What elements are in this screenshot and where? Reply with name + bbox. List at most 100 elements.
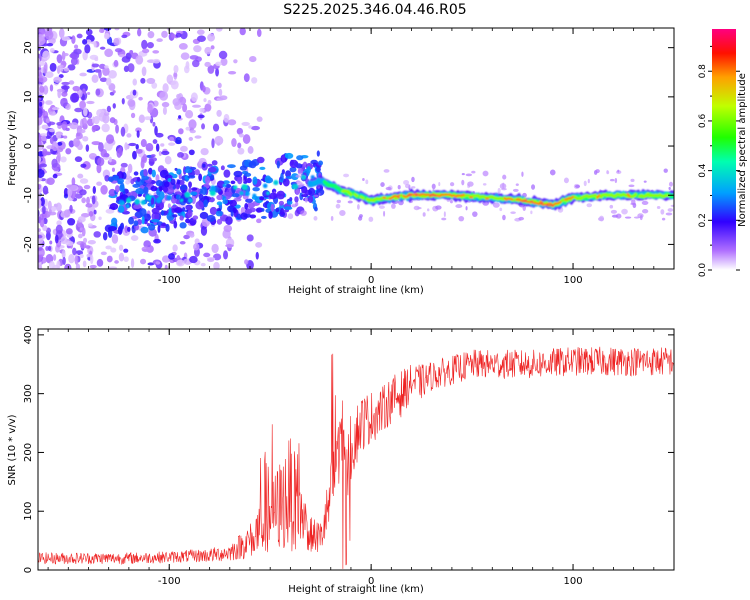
spectrogram-blob	[93, 115, 100, 125]
spectrogram-blob	[152, 139, 158, 144]
spectrogram-faint-blob	[357, 204, 360, 210]
spectrogram-blob	[56, 132, 62, 139]
spectrogram-blob	[188, 119, 197, 130]
spectrogram-band-blob	[261, 208, 265, 212]
spectrogram-blob	[98, 28, 105, 34]
spectrogram-faint-blob	[609, 204, 614, 209]
spectrogram-blob	[39, 85, 45, 93]
spectrogram-blob	[61, 250, 66, 259]
spectrogram-band-blob	[270, 203, 275, 213]
spectrogram-blob	[143, 240, 151, 248]
spectrogram-band-blob	[252, 176, 258, 185]
spectrogram-blob	[121, 56, 131, 63]
snr-frame	[37, 328, 675, 571]
spectrogram-blob	[68, 184, 78, 191]
spectrogram-band-blob	[135, 187, 145, 195]
spectrogram-blob	[85, 28, 93, 36]
spectrogram-blob	[251, 125, 260, 131]
spectrogram-blob	[162, 83, 169, 93]
spectrogram-blob	[87, 92, 91, 96]
spectrogram-blob	[138, 114, 146, 123]
spectrogram-band-blob	[133, 204, 142, 210]
spectrogram-blob	[75, 263, 81, 269]
spectrogram-blob	[91, 74, 99, 83]
spectrogram-blob	[38, 57, 41, 66]
spectrogram-blob	[43, 198, 48, 207]
spectrogram-band-blob	[188, 181, 192, 188]
spectrogram-band-blob	[150, 218, 160, 223]
spectrogram-blob	[69, 122, 79, 130]
spectrogram-blob	[207, 65, 215, 74]
spectrogram-blob	[162, 106, 167, 116]
spectrogram-band-blob	[275, 207, 280, 213]
spectrogram-blob	[148, 157, 158, 162]
spectrogram-faint-blob	[383, 210, 386, 217]
spectrogram-faint-blob	[617, 169, 620, 173]
spectrogram-blob	[215, 28, 223, 32]
ridge-highlight	[252, 193, 257, 198]
spectrogram-blob	[81, 197, 86, 204]
spectrogram-blob	[155, 132, 164, 138]
spectrogram-blob	[94, 57, 99, 62]
spectrogram-band-blob	[215, 210, 223, 217]
spectrogram-blob	[118, 252, 125, 262]
spectrogram-faint-blob	[530, 210, 533, 215]
spectrogram-faint-blob	[551, 170, 554, 176]
spectrogram-blob	[236, 127, 244, 135]
spectrogram-faint-blob	[343, 173, 350, 178]
spectrogram-blob	[67, 218, 76, 226]
spectrogram-faint-blob	[497, 187, 501, 194]
spectrogram-blob	[56, 122, 63, 126]
spectrogram-blob	[87, 223, 93, 227]
spectrogram-faint-blob	[610, 209, 617, 214]
spectrogram-band-blob	[252, 187, 260, 192]
spectrogram-band-blob	[229, 199, 237, 207]
spectrogram-blob	[138, 96, 143, 101]
spectrogram-faint-blob	[296, 181, 303, 184]
ridge-highlight	[210, 185, 216, 192]
spectrogram-blob	[76, 33, 83, 39]
spectrogram-blob	[107, 69, 117, 79]
spectrogram-blob	[124, 142, 128, 151]
spectrogram-band-blob	[175, 194, 181, 200]
spectrogram-band-blob	[172, 214, 178, 218]
spectrogram-blob	[42, 50, 51, 61]
spectrogram-blob	[172, 98, 181, 106]
spectrogram-blob	[202, 85, 206, 93]
spectrogram-band-blob	[248, 160, 257, 169]
spectrogram-blob	[63, 67, 70, 72]
spectrogram-faint-blob	[471, 170, 476, 174]
spectrogram-blob	[161, 150, 170, 156]
spectrogram-blob	[79, 178, 89, 184]
spectrogram-blob	[159, 91, 169, 101]
spectrogram-blob	[141, 66, 147, 77]
spectrogram-blob	[105, 245, 112, 250]
spectrogram-blob	[192, 59, 200, 68]
spectrogram-blob	[65, 127, 70, 132]
spectrogram-band-blob	[314, 206, 318, 212]
spectrogram-faint-blob	[586, 203, 593, 208]
spectrogram-blob	[112, 90, 116, 94]
spectrogram-faint-blob	[304, 196, 308, 203]
colorbar-ticks: 0.0 0.2 0.4 0.6 0.8	[698, 45, 740, 277]
spectrogram-faint-blob	[670, 204, 674, 208]
spectrogram-blob	[65, 148, 72, 155]
spectrogram-blob	[80, 163, 87, 168]
y-tick-label: 400	[23, 325, 34, 344]
spectrogram-blob	[246, 234, 254, 242]
spectrogram-blob	[207, 258, 215, 263]
spectrogram-blob	[167, 203, 171, 209]
spectrogram-band-blob	[151, 211, 160, 221]
spectrogram-band-blob	[260, 215, 267, 219]
spectrogram-blob	[112, 103, 116, 109]
spectrogram-faint-blob	[339, 210, 346, 216]
spectrogram-blob	[223, 224, 233, 233]
spectrogram-band-blob	[174, 207, 183, 213]
ridge-highlight	[239, 190, 244, 196]
spectrogram-blob	[48, 260, 55, 269]
spectrogram-blob	[96, 181, 103, 186]
spectrogram-band-blob	[107, 229, 113, 238]
spectrogram-blob	[211, 243, 219, 254]
spectrogram-band-blob	[133, 171, 139, 176]
